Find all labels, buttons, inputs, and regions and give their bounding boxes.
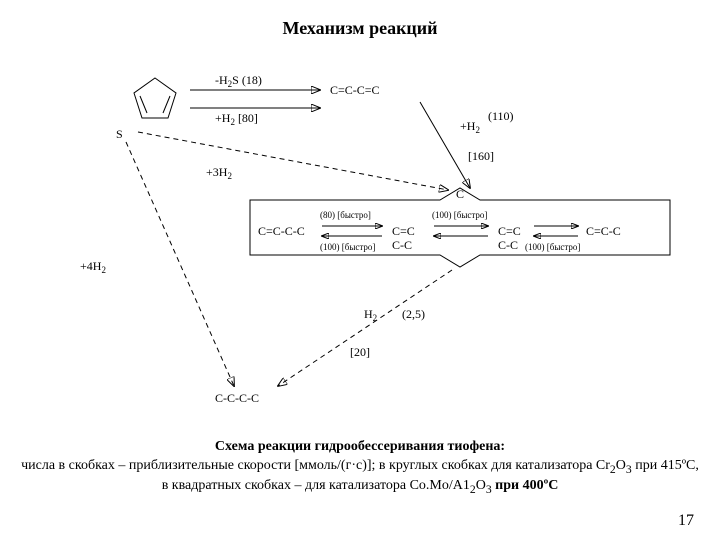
label-plus-h2-top: +H2 [460,119,480,135]
label-minus-h2s: -H2S (18) [215,73,262,89]
node-butane: C-C-C-C [215,391,259,405]
rate-inbox-100b: (100) [быстро] [432,210,487,220]
page-title: Механизм реакций [0,18,720,39]
rate-inbox-80: (80) [быстро] [320,210,371,220]
arrow-diene-to-box [420,102,470,188]
c-top: C [456,187,464,201]
box-mid2-species: C=C [498,224,521,238]
box-mid2b-species: C-C [498,238,518,252]
box-right-species: C=C-C [586,224,621,238]
node-diene: C=C-C=C [330,83,380,97]
label-h2: H2 [364,307,377,323]
s-label: S [116,127,123,141]
caption-title: Схема реакции гидрообессеривания тиофена… [215,439,505,454]
box-left-species: C=C-C-C [258,224,305,238]
reaction-diagram: S -H2S (18) +H2 [80] C=C-C=C +H2 (110) [… [20,60,700,430]
figure-caption: Схема реакции гидрообессеривания тиофена… [20,438,700,498]
rate-inbox-100a: (100) [быстро] [320,242,375,252]
dash-box-to-butane [278,270,452,386]
label-plus-3h2: +3H2 [206,165,232,181]
rate-25: (2,5) [402,307,425,321]
rate-20: [20] [350,345,370,359]
label-plus-4h2: +4H2 [80,259,106,275]
rate-160: [160] [468,149,494,163]
box-mid1-species: C=C [392,224,415,238]
rate-110: (110) [488,109,514,123]
label-plus-h2-1: +H2 [80] [215,111,258,127]
dash-ring-to-box [138,132,448,190]
caption-body: числа в скобках – приблизительные скорос… [21,458,699,494]
box-mid1b-species: C-C [392,238,412,252]
rate-inbox-100c: (100) [быстро] [525,242,580,252]
page-number: 17 [678,512,694,530]
